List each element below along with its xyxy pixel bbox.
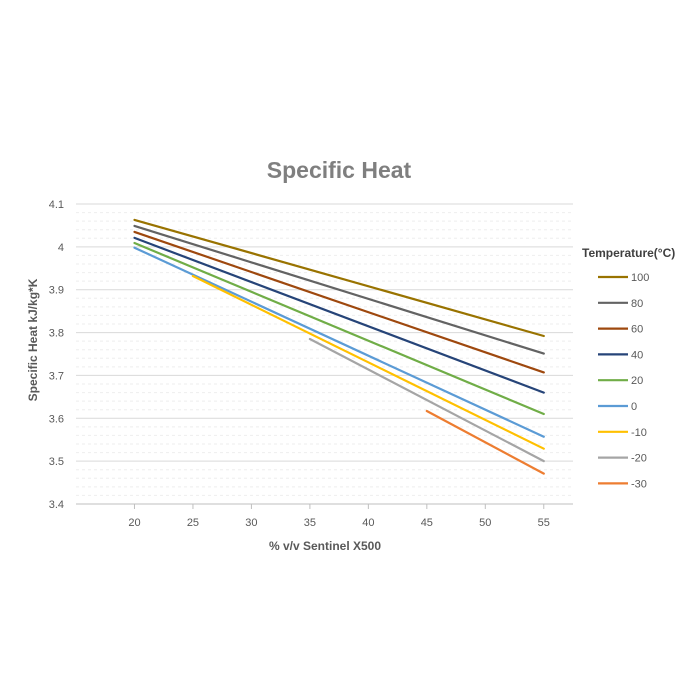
x-tick-label: 45 <box>421 517 433 529</box>
series-line-0 <box>133 246 545 438</box>
series-line-minus-10 <box>191 274 545 450</box>
y-tick-label: 3.5 <box>49 456 64 468</box>
legend-label: 20 <box>631 375 643 387</box>
y-tick-label: 3.7 <box>49 370 64 382</box>
x-tick-label: 50 <box>479 517 491 529</box>
legend-label: -10 <box>631 427 647 439</box>
legend: Temperature(°C) 100 80 60 40 20 0 -10 -20 -30 <box>582 246 675 490</box>
y-tick-label: 4.1 <box>49 199 64 211</box>
y-tick-labels: 3.4 3.5 3.6 3.7 3.8 3.9 4 4.1 <box>49 199 64 511</box>
y-tick-label: 3.9 <box>49 285 64 297</box>
x-tick-label: 55 <box>538 517 550 529</box>
chart-title: Specific Heat <box>267 157 412 183</box>
series-line-100 <box>133 218 545 338</box>
legend-label: 100 <box>631 272 649 284</box>
y-axis-title: Specific Heat kJ/kg*K <box>26 278 40 401</box>
series-lines <box>133 218 545 475</box>
x-tick-label: 40 <box>362 517 374 529</box>
x-axis-title: % v/v Sentinel X500 <box>269 539 381 553</box>
legend-items: 100 80 60 40 20 0 -10 -20 -30 <box>598 272 649 490</box>
x-tick-label: 30 <box>245 517 257 529</box>
x-tick-label: 35 <box>304 517 316 529</box>
x-tick-labels: 20 25 30 35 40 45 50 55 <box>128 504 550 529</box>
legend-title: Temperature(°C) <box>582 246 675 260</box>
x-tick-label: 25 <box>187 517 199 529</box>
y-tick-label: 3.4 <box>49 499 64 511</box>
legend-label: -20 <box>631 453 647 465</box>
legend-label: 40 <box>631 349 643 361</box>
series-line-minus-30 <box>425 409 545 475</box>
legend-label: -30 <box>631 478 647 490</box>
y-tick-label: 3.8 <box>49 328 64 340</box>
gridlines <box>76 203 573 505</box>
series-line-60 <box>133 230 545 374</box>
y-tick-label: 4 <box>58 242 64 254</box>
y-tick-label: 3.6 <box>49 413 64 425</box>
series-line-minus-20 <box>308 337 545 463</box>
legend-label: 0 <box>631 401 637 413</box>
x-tick-label: 20 <box>128 517 140 529</box>
legend-label: 60 <box>631 324 643 336</box>
series-line-80 <box>133 224 545 355</box>
legend-label: 80 <box>631 298 643 310</box>
series-line-20 <box>133 241 545 416</box>
series-line-40 <box>133 236 545 394</box>
